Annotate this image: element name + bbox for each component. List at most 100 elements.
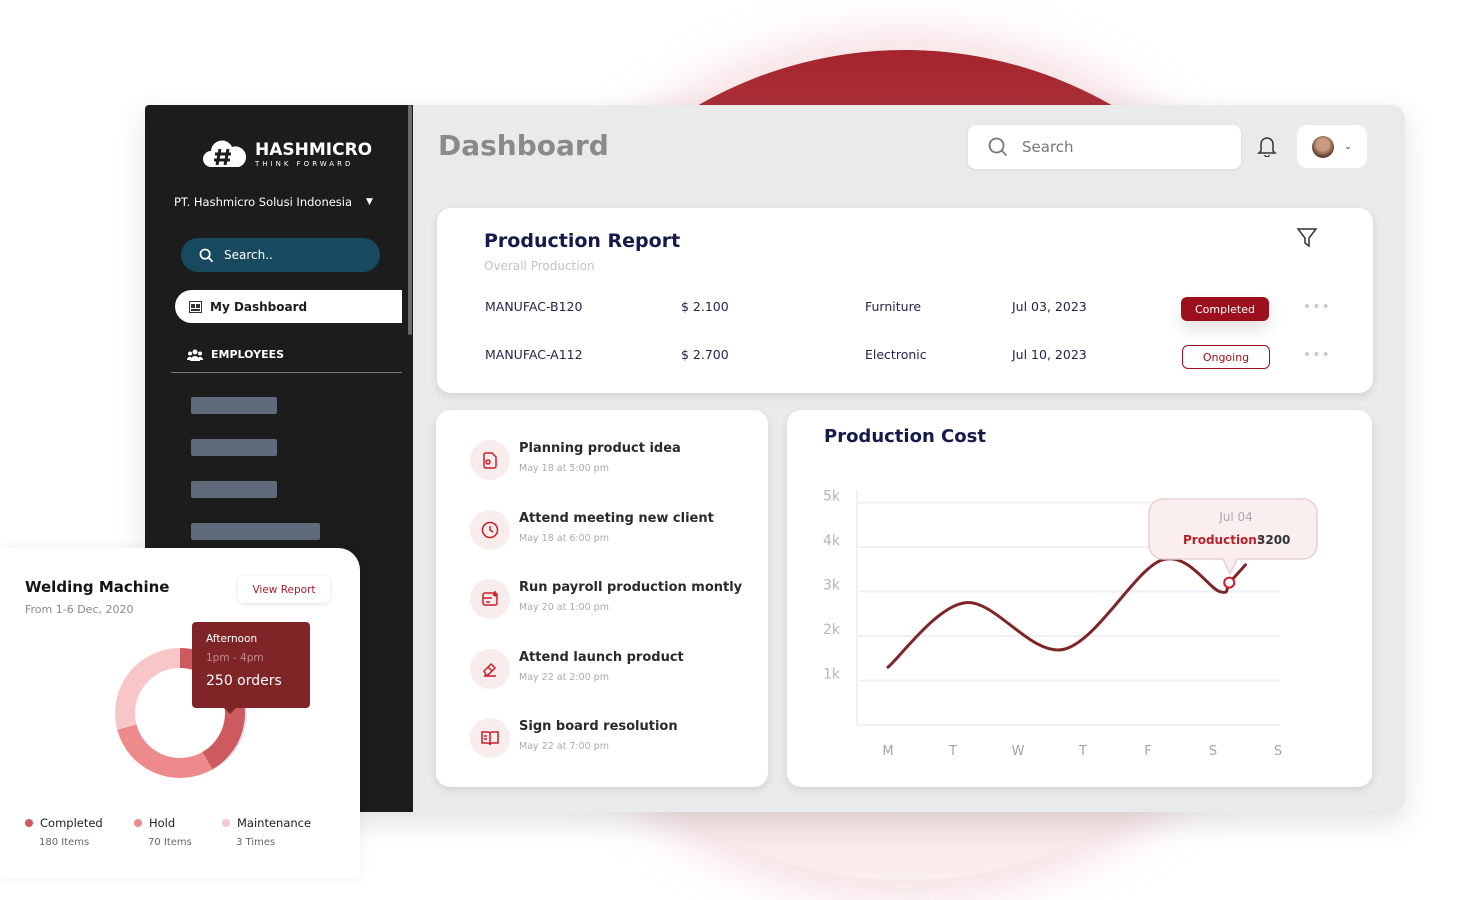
- chart-tooltip: [1148, 498, 1318, 576]
- activity-item[interactable]: Attend launch product May 22 at 2:00 pm: [470, 648, 684, 689]
- activity-item[interactable]: Run payroll production montly May 20 at 1…: [470, 579, 742, 619]
- sidebar-scrollbar[interactable]: [408, 105, 412, 335]
- view-report-button[interactable]: View Report: [238, 576, 330, 603]
- x-tick-label: T: [948, 744, 957, 759]
- document-icon: [483, 452, 497, 469]
- avatar: [1312, 135, 1335, 158]
- activity-item[interactable]: Attend meeting new client May 18 at 6:00 …: [470, 509, 714, 550]
- sidebar-search-input[interactable]: Search..: [181, 238, 380, 272]
- placeholder-item: [191, 481, 277, 498]
- payroll-icon: [482, 591, 498, 606]
- placeholder-item: [191, 523, 320, 540]
- activity-title: Attend launch product: [519, 649, 684, 665]
- x-tick-label: W: [1012, 744, 1025, 759]
- activity-icon-bg: [470, 579, 510, 619]
- row-code: MANUFAC-B120: [485, 299, 583, 314]
- activity-item[interactable]: Planning product idea May 18 at 5:00 pm: [470, 440, 681, 480]
- legend-item-hold: Hold 70 Items: [134, 816, 192, 848]
- x-tick-label: M: [882, 744, 893, 759]
- logo: HASHMICRO THINK FORWARD: [203, 139, 372, 169]
- company-name: PT. Hashmicro Solusi Indonesia: [174, 195, 353, 209]
- production-line: [886, 557, 1247, 669]
- chart-title: Production Cost: [824, 426, 986, 447]
- search-input[interactable]: Search: [968, 125, 1241, 169]
- y-tick-label: 1k: [823, 667, 841, 683]
- status-badge: Ongoing: [1182, 345, 1270, 369]
- legend-dot: [134, 819, 142, 827]
- donut-tooltip: Afternoon 1pm - 4pm 250 orders: [192, 622, 310, 714]
- x-tick-label: S: [1209, 744, 1217, 759]
- tooltip-title: Afternoon: [206, 633, 258, 645]
- row-code: MANUFAC-A112: [485, 347, 583, 362]
- highlight-point[interactable]: [1223, 576, 1236, 589]
- activity-time: May 22 at 2:00 pm: [519, 671, 609, 683]
- legend-value: 3 Times: [236, 837, 276, 848]
- card-title: Production Report: [484, 230, 681, 252]
- page-title: Dashboard: [438, 129, 609, 162]
- eraser-icon: [483, 662, 497, 677]
- bell-icon[interactable]: [1257, 135, 1277, 157]
- dashboard-icon: [189, 300, 202, 313]
- tooltip-value: 250 orders: [206, 673, 282, 689]
- production-cost-chart: 1k 2k 3k 4k 5k M T W T F S S Jul 04 Production:3200: [823, 489, 1318, 759]
- row-category: Furniture: [865, 299, 922, 314]
- sidebar-search-placeholder: Search..: [224, 248, 273, 262]
- activity-time: May 20 at 1:00 pm: [519, 602, 609, 613]
- book-icon: [481, 731, 499, 746]
- cloud-hash-icon: [203, 140, 247, 167]
- activity-title: Run payroll production montly: [519, 580, 743, 595]
- more-icon[interactable]: •••: [1303, 347, 1331, 363]
- activity-time: May 18 at 6:00 pm: [519, 532, 609, 544]
- app-window: HASHMICRO THINK FORWARD PT. Hashmicro Sol…: [145, 105, 1405, 812]
- activity-icon-bg: [470, 718, 510, 758]
- x-tick-label: T: [1078, 744, 1087, 759]
- row-amount: $ 2.100: [681, 299, 729, 314]
- legend-dot: [222, 819, 230, 827]
- row-category: Electronic: [865, 347, 927, 362]
- activity-time: May 22 at 7:00 pm: [519, 741, 609, 752]
- caret-down-icon: ▼: [366, 197, 373, 207]
- y-tick-label: 3k: [823, 578, 841, 594]
- card-title: Welding Machine: [25, 578, 170, 596]
- logo-name: HASHMICRO: [255, 140, 373, 160]
- activity-icon-bg: [470, 509, 510, 550]
- filter-icon[interactable]: [1295, 226, 1319, 250]
- legend-value: 70 Items: [148, 837, 192, 848]
- search-icon: [199, 248, 214, 262]
- welding-machine-card: Welding Machine From 1-6 Dec, 2020 View …: [0, 548, 360, 878]
- placeholder-item: [191, 397, 277, 414]
- row-amount: $ 2.700: [681, 347, 729, 362]
- users-icon: [187, 349, 203, 361]
- profile-menu[interactable]: ⌄: [1297, 125, 1367, 168]
- sidebar-item-label: My Dashboard: [210, 299, 308, 314]
- legend-value: 180 Items: [39, 837, 90, 848]
- activity-title: Planning product idea: [519, 441, 681, 456]
- production-report-card: Production Report Overall Production MAN…: [437, 208, 1373, 393]
- y-tick-label: 2k: [823, 622, 841, 638]
- row-date: Jul 03, 2023: [1012, 299, 1087, 314]
- more-icon[interactable]: •••: [1303, 299, 1331, 315]
- activities-card: Planning product idea May 18 at 5:00 pm At…: [436, 410, 768, 787]
- search-placeholder: Search: [1022, 138, 1074, 156]
- tooltip-label: Production:: [1183, 533, 1262, 547]
- chevron-down-icon: ⌄: [1344, 141, 1352, 152]
- x-tick-label: F: [1144, 744, 1151, 759]
- activity-item[interactable]: Sign board resolution May 22 at 7:00 pm: [470, 718, 678, 758]
- company-selector[interactable]: PT. Hashmicro Solusi Indonesia ▼: [174, 195, 373, 209]
- activity-title: Attend meeting new client: [519, 510, 714, 526]
- production-cost-card: Production Cost 1k 2k 3k 4k 5k M T W T F S S Jul 04 P…: [787, 410, 1372, 787]
- tooltip-value: 3200: [1257, 533, 1290, 547]
- card-subtitle: From 1-6 Dec, 2020: [25, 603, 134, 616]
- y-tick-label: 5k: [823, 489, 841, 505]
- sidebar-item-employees[interactable]: EMPLOYEES: [187, 348, 284, 361]
- status-badge: Completed: [1181, 297, 1269, 321]
- legend-label: Completed: [40, 816, 103, 830]
- divider: [171, 372, 402, 373]
- sidebar-item-my-dashboard[interactable]: My Dashboard: [175, 290, 402, 323]
- x-tick-label: S: [1274, 744, 1282, 759]
- activity-title: Sign board resolution: [519, 719, 678, 734]
- legend-item-completed: Completed 180 Items: [25, 816, 103, 848]
- activity-icon-bg: [470, 440, 510, 480]
- placeholder-item: [191, 439, 277, 456]
- legend-label: Maintenance: [237, 816, 312, 830]
